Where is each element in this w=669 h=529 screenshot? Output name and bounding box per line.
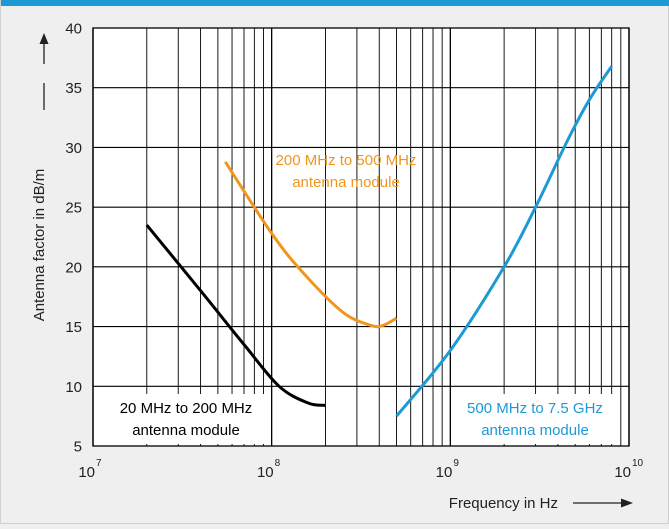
x-tick-label: 10 — [614, 464, 631, 481]
series-label-500mhz-7-5ghz: 500 MHz to 7.5 GHz antenna module — [467, 400, 603, 439]
header-accent-bar — [1, 0, 669, 6]
y-tick-label: 10 — [65, 379, 82, 396]
series-line-20mhz-200mhz — [145, 224, 326, 407]
minor-gridlines — [146, 28, 622, 446]
y-tick-label: 15 — [65, 319, 82, 336]
series-label-20mhz-200mhz: 20 MHz to 200 MHz antenna module — [120, 400, 253, 439]
x-tick-label: 10 — [257, 464, 274, 481]
y-tick-label: 25 — [65, 200, 82, 217]
x-tick-exponent: 8 — [275, 458, 281, 469]
y-axis-label: Antenna factor in dB/m — [31, 169, 48, 322]
plot-area — [93, 28, 629, 446]
series-label-background — [453, 394, 617, 444]
series-label-line: antenna module — [132, 422, 240, 439]
y-tick-label: 40 — [65, 21, 82, 38]
series-label-background — [104, 394, 268, 444]
y-tick-labels: 5 10 15 20 25 30 35 40 — [65, 21, 82, 456]
series-label-line: 200 MHz to 500 MHz — [276, 152, 417, 169]
y-tick-label: 35 — [65, 80, 82, 97]
x-tick-exponent: 10 — [632, 458, 644, 469]
x-tick-label: 10 — [436, 464, 453, 481]
series-line-500mhz-7-5ghz — [395, 65, 613, 418]
y-tick-label: 30 — [65, 140, 82, 157]
plot-border — [92, 27, 630, 447]
series-label-line: antenna module — [481, 422, 589, 439]
series-layer — [145, 65, 613, 418]
series-label-200mhz-500mhz: 200 MHz to 500 MHz antenna module — [276, 152, 417, 191]
series-label-line: antenna module — [292, 174, 400, 191]
x-tick-exponent: 9 — [453, 458, 459, 469]
x-axis-arrow — [573, 498, 633, 508]
x-axis-label: Frequency in Hz — [449, 495, 558, 512]
x-tick-exponent: 7 — [96, 458, 102, 469]
y-tick-label: 5 — [74, 439, 82, 456]
series-label-line: 500 MHz to 7.5 GHz — [467, 400, 603, 417]
series-line-200mhz-500mhz — [224, 160, 398, 329]
y-tick-label: 20 — [65, 259, 82, 276]
series-label-line: 20 MHz to 200 MHz — [120, 400, 253, 417]
x-tick-label: 10 — [78, 464, 95, 481]
y-axis-arrow — [39, 33, 49, 64]
